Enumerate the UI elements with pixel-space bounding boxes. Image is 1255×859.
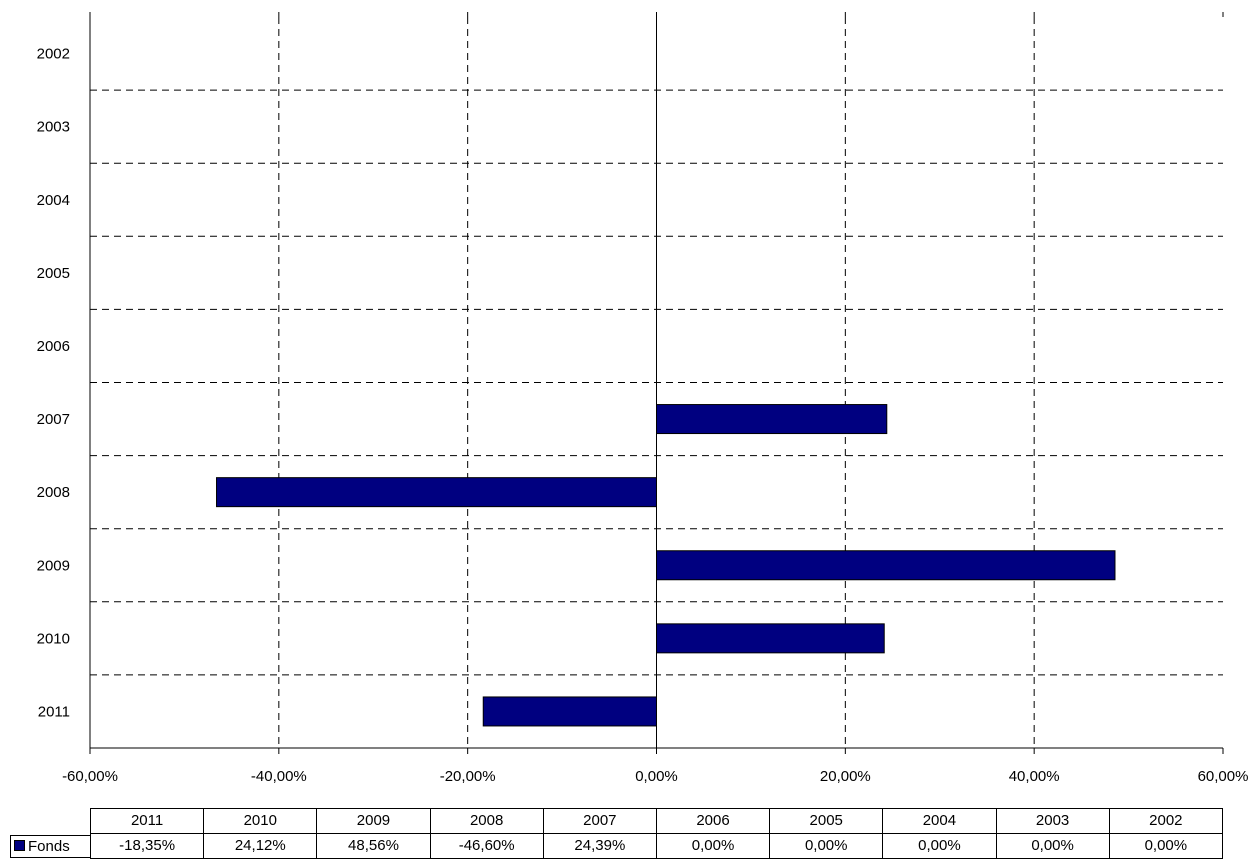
tick-labels: -60,00% -40,00% -20,00% 0,00% 20,00% 40,00% 60… bbox=[37, 46, 1249, 785]
bar bbox=[482, 696, 657, 727]
table-value-cell: 0,00% bbox=[769, 833, 884, 859]
bar bbox=[216, 477, 657, 508]
y-tick-label: 2002 bbox=[37, 46, 70, 63]
y-tick-label: 2010 bbox=[37, 630, 70, 647]
table-header-cell: 2010 bbox=[203, 808, 318, 834]
y-tick-label: 2005 bbox=[37, 265, 70, 282]
table-value-cell: -46,60% bbox=[429, 833, 544, 859]
x-tick-label: 20,00% bbox=[820, 768, 871, 785]
table-header-cell: 2003 bbox=[995, 808, 1110, 834]
y-tick-label: 2011 bbox=[38, 703, 70, 720]
table-header-cell: 2005 bbox=[769, 808, 884, 834]
x-tick-label: 60,00% bbox=[1198, 768, 1249, 785]
table-value-cell: 24,39% bbox=[542, 833, 657, 859]
table-value-cell: 48,56% bbox=[316, 833, 431, 859]
bar bbox=[656, 623, 885, 654]
table-header-cell: 2008 bbox=[429, 808, 544, 834]
table-header-cell: 2009 bbox=[316, 808, 431, 834]
bar bbox=[656, 550, 1116, 581]
y-tick-label: 2006 bbox=[37, 338, 70, 355]
bar bbox=[656, 404, 888, 435]
table-value-cell: 0,00% bbox=[882, 833, 997, 859]
y-tick-label: 2004 bbox=[37, 192, 70, 209]
x-tick-label: 40,00% bbox=[1009, 768, 1060, 785]
data-table: 2011 2010 2009 2008 2007 2006 2005 2004 2003 2002… bbox=[89, 808, 1224, 859]
legend-label: Fonds bbox=[28, 838, 70, 855]
x-tick-label: -20,00% bbox=[440, 768, 496, 785]
table-value-cell: 0,00% bbox=[655, 833, 771, 859]
table-value-cell: -18,35% bbox=[89, 833, 205, 859]
table-header-cell: 2004 bbox=[882, 808, 997, 834]
axes bbox=[89, 12, 1224, 754]
x-tick-label: -40,00% bbox=[251, 768, 307, 785]
table-value-row: -18,35% 24,12% 48,56% -46,60% 24,39% 0,00% 0,0… bbox=[89, 833, 1224, 859]
y-tick-label: 2003 bbox=[37, 119, 70, 136]
table-value-cell: 24,12% bbox=[203, 833, 318, 859]
table-header-cell: 2007 bbox=[542, 808, 657, 834]
x-tick-label: -60,00% bbox=[62, 768, 118, 785]
y-tick-label: 2008 bbox=[37, 484, 70, 501]
table-header-cell: 2002 bbox=[1108, 808, 1224, 834]
table-header-cell: 2011 bbox=[89, 808, 205, 834]
table-value-cell: 0,00% bbox=[1108, 833, 1224, 859]
y-tick-label: 2007 bbox=[37, 411, 70, 428]
table-value-cell: 0,00% bbox=[995, 833, 1110, 859]
bars bbox=[216, 404, 1116, 727]
legend-entry: Fonds bbox=[10, 835, 90, 858]
x-tick-label: 0,00% bbox=[635, 768, 678, 785]
y-tick-label: 2009 bbox=[37, 557, 70, 574]
table-header-row: 2011 2010 2009 2008 2007 2006 2005 2004 2003 2002 bbox=[89, 808, 1224, 834]
bar-chart: -60,00% -40,00% -20,00% 0,00% 20,00% 40,00% 60… bbox=[37, 12, 1249, 785]
legend-swatch bbox=[14, 840, 25, 851]
table-header-cell: 2006 bbox=[655, 808, 771, 834]
